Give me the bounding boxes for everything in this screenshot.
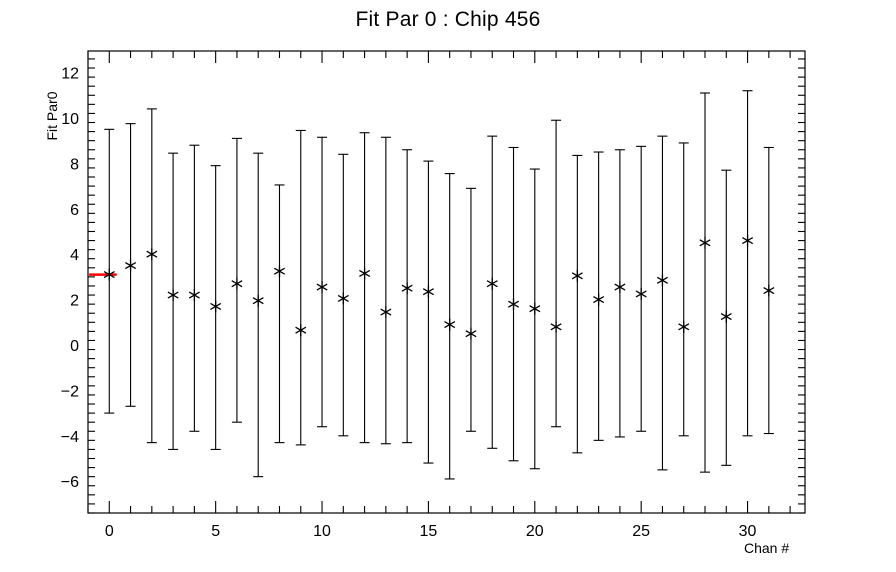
plot-border: [87, 50, 806, 514]
data-point-marker: [316, 281, 328, 294]
marker-stroke: [550, 323, 562, 331]
marker-stroke: [273, 267, 286, 275]
data-point-marker: [401, 282, 413, 295]
y-tick-label: 6: [70, 202, 79, 219]
y-tick-label: 2: [70, 293, 79, 310]
data-point-marker: [444, 318, 456, 331]
marker-stroke: [678, 323, 690, 331]
y-tick-label: −2: [61, 383, 79, 400]
page-title: Fit Par 0 : Chip 456: [355, 8, 541, 31]
marker-stroke: [188, 291, 200, 299]
data-point-marker: [337, 292, 349, 305]
marker-stroke: [380, 308, 392, 316]
data-point-marker: [507, 298, 520, 311]
x-tick-label: 30: [739, 523, 757, 540]
data-point-marker: [742, 234, 754, 247]
marker-stroke: [571, 272, 583, 280]
x-tick-label: 20: [526, 523, 544, 540]
data-point-marker: [125, 259, 137, 272]
data-point-marker: [231, 277, 243, 290]
data-point-marker: [380, 306, 392, 319]
marker-stroke: [699, 239, 711, 247]
data-point-marker: [763, 284, 775, 297]
data-point-marker: [486, 277, 498, 290]
y-tick-label: 0: [70, 338, 79, 355]
x-tick-label: 15: [420, 523, 438, 540]
data-point-marker: [571, 269, 583, 282]
data-point-markers: [103, 234, 775, 340]
data-point-marker: [146, 248, 158, 261]
marker-stroke: [486, 280, 498, 288]
x-axis-title: Chan #: [744, 540, 790, 556]
marker-stroke: [401, 284, 413, 292]
marker-stroke: [614, 283, 626, 291]
data-point-marker: [167, 289, 179, 302]
data-point-marker: [465, 327, 477, 340]
marker-stroke: [359, 269, 371, 278]
marker-stroke: [295, 326, 307, 334]
data-point-marker: [295, 324, 307, 337]
marker-stroke: [742, 237, 754, 245]
marker-stroke: [422, 288, 434, 296]
data-point-marker: [656, 274, 668, 287]
y-axis-ticks: −6 −4 −2 0 2 4 6 8 10 12: [61, 58, 805, 514]
marker-stroke: [444, 321, 456, 329]
plot-frame: [87, 50, 806, 514]
x-tick-label: 0: [105, 523, 114, 540]
marker-stroke: [146, 250, 158, 258]
data-point-marker: [359, 267, 371, 280]
data-point-marker: [593, 293, 605, 306]
data-point-marker: [252, 294, 264, 307]
marker-stroke: [337, 294, 349, 303]
marker-stroke: [720, 313, 732, 321]
data-point-marker: [720, 310, 732, 323]
y-tick-label: −4: [61, 429, 79, 446]
marker-stroke: [210, 302, 222, 310]
marker-stroke: [465, 330, 477, 338]
x-tick-label: 25: [632, 523, 650, 540]
x-tick-label: 5: [211, 523, 220, 540]
y-tick-label: 12: [61, 66, 79, 83]
marker-stroke: [167, 291, 179, 299]
marker-stroke: [231, 280, 243, 288]
marker-stroke: [252, 297, 264, 305]
marker-stroke: [103, 271, 115, 279]
data-point-marker: [699, 236, 711, 249]
data-point-marker: [635, 287, 647, 300]
marker-stroke: [593, 296, 605, 304]
data-point-marker: [422, 285, 434, 298]
marker-stroke: [125, 261, 137, 270]
data-point-marker: [678, 320, 690, 333]
error-bars: [104, 90, 774, 480]
marker-stroke: [529, 305, 541, 313]
x-axis-ticks: 0 5 10 15 20 25 30: [87, 51, 791, 540]
data-point-marker: [188, 289, 200, 302]
x-tick-label: 10: [313, 523, 331, 540]
data-point-marker: [529, 302, 541, 315]
marker-stroke: [635, 290, 647, 298]
marker-stroke: [656, 276, 668, 284]
data-point-marker: [210, 300, 222, 313]
marker-stroke: [763, 286, 775, 295]
y-tick-label: 10: [61, 111, 79, 128]
data-point-marker: [550, 320, 562, 333]
y-tick-label: 8: [70, 156, 79, 173]
data-point-marker: [103, 268, 115, 281]
data-point-marker: [614, 281, 626, 294]
y-tick-label: 4: [70, 247, 79, 264]
y-tick-label: −6: [61, 474, 79, 491]
marker-stroke: [507, 300, 520, 308]
data-point-marker: [273, 265, 286, 278]
marker-stroke: [316, 283, 328, 291]
